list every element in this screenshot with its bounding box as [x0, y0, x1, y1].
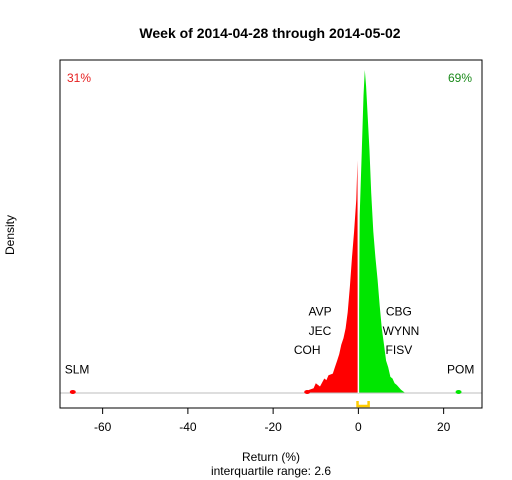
chart-title: Week of 2014-04-28 through 2014-05-02: [139, 25, 400, 41]
outlier-point: [304, 390, 311, 394]
ticker-label: JEC: [309, 324, 332, 338]
x-axis-label: Return (%): [242, 450, 300, 464]
ticker-label: AVP: [308, 304, 331, 318]
density-area: [60, 70, 482, 394]
x-tick-label: -40: [179, 420, 197, 434]
x-axis-subtitle: interquartile range: 2.6: [211, 464, 331, 478]
ticker-label: COH: [294, 343, 321, 357]
iqr-bracket: [356, 401, 370, 408]
outlier-point: [455, 390, 462, 394]
negative-share-label: 31%: [67, 71, 91, 85]
ticker-annotations: SLM COH JEC AVP FISV WYNN CBG POM: [65, 304, 475, 376]
ticker-label: POM: [447, 363, 474, 377]
ticker-label: SLM: [65, 363, 90, 377]
x-tick-label: 20: [437, 420, 451, 434]
plot-frame: [59, 59, 483, 409]
outlier-point: [69, 390, 76, 394]
ticker-label: WYNN: [383, 324, 420, 338]
x-tick-label: -20: [264, 420, 282, 434]
x-tick-label: 0: [355, 420, 362, 434]
ticker-label: FISV: [386, 343, 413, 357]
negative-density-area: [303, 160, 359, 393]
x-axis: -60 -40 -20 0 20: [94, 401, 451, 434]
x-tick-label: -60: [94, 420, 112, 434]
ticker-label: CBG: [386, 304, 412, 318]
positive-density-area: [358, 70, 406, 393]
y-axis-label: Density: [3, 215, 17, 255]
outlier-points: [69, 390, 462, 394]
positive-share-label: 69%: [448, 71, 472, 85]
